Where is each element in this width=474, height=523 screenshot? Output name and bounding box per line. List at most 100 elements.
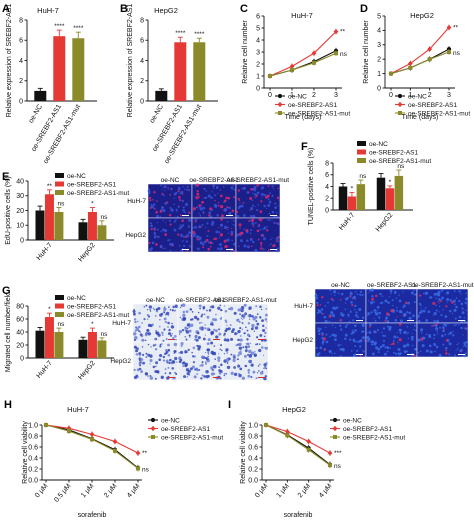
panel-e-cell-dot <box>162 247 164 250</box>
panel-i-legend-label: oe-NC <box>343 417 362 424</box>
panel-e-cell-dot <box>256 229 260 233</box>
panel-g-cell-dot <box>155 361 159 365</box>
panel-f-cell-dot <box>435 345 439 349</box>
panel-f-cell-dot <box>338 293 340 295</box>
panel-e-cell-dot <box>202 246 204 249</box>
panel-g-cell-dot <box>145 352 148 355</box>
panel-f-cell-dot <box>440 314 443 317</box>
panel-g-cell-dot <box>261 319 264 323</box>
panel-f-cell-dot <box>438 302 440 304</box>
panel-g-cell-dot <box>164 320 167 324</box>
panel-e-cell-dot <box>178 191 180 193</box>
panel-g-cell-dot <box>239 326 242 330</box>
panel-f-cell-dot <box>456 348 459 350</box>
panel-g-cell-dot <box>208 328 211 332</box>
panel-g-cell-dot <box>132 332 137 336</box>
panel-e-cell-dot <box>226 228 228 230</box>
panel-g-cell-dot <box>168 361 171 364</box>
panel-g-cell-dot <box>265 308 268 310</box>
panel-e-cell-dot <box>194 220 197 223</box>
panel-e-cell-dot <box>177 206 180 208</box>
panel-b-x-tick-label: oe-NC <box>149 104 165 125</box>
panel-f-cell-dot <box>453 290 456 292</box>
panel-e-cell-dot <box>181 240 184 242</box>
panel-f-cell-dot <box>333 290 337 294</box>
panel-i-y-label: Relative cell viability <box>240 421 247 484</box>
panel-f-image-col-label: oe-NC <box>331 282 350 289</box>
panel-g-cell-dot <box>168 372 172 375</box>
panel-f-bar <box>376 177 386 210</box>
panel-g-cell-dot <box>256 371 259 374</box>
panel-f-cell-dot <box>440 288 444 292</box>
panel-e-cell-dot <box>232 196 235 199</box>
panel-e-cell-dot <box>225 196 228 200</box>
panel-e-cell-dot <box>185 234 190 238</box>
panel-e-cell-dot <box>156 200 158 202</box>
panel-e-cell-dot <box>201 242 205 246</box>
panel-f-cell-dot <box>376 305 380 309</box>
panel-e-cell-dot <box>153 190 156 194</box>
panel-g-cell-dot <box>232 358 236 363</box>
panel-e-cell-dot <box>251 219 254 223</box>
panel-c-y-tick-label: 3 <box>256 49 260 56</box>
panel-f-cell-dot <box>323 315 327 319</box>
panel-g-cell-dot <box>202 307 205 310</box>
panel-g-cell-dot <box>264 331 267 335</box>
panel-i-y-tick-label: 0.2 <box>248 466 258 473</box>
panel-e-cell-dot <box>276 247 279 250</box>
panel-g-cell-dot <box>223 338 227 342</box>
panel-g-cell-dot <box>259 316 262 318</box>
panel-f-cell-dot <box>333 352 336 355</box>
panel-f-cell-dot <box>432 324 436 327</box>
panel-f-cell-dot <box>400 319 403 323</box>
panel-f-letter: F <box>301 141 308 153</box>
panel-e-cell-dot <box>198 225 202 229</box>
panel-f-cell-dot <box>373 301 376 303</box>
panel-f-y-label: TUNEL-positive cells (%) <box>308 148 315 226</box>
panel-g-cell-dot <box>167 348 170 352</box>
panel-f-cell-dot <box>453 324 456 327</box>
panel-c-marker <box>290 68 294 72</box>
panel-f-cell-dot <box>433 319 436 323</box>
panel-e-cell-dot <box>162 209 166 213</box>
panel-e-legend-label: oe-SREBF2-AS1-mut <box>67 190 129 197</box>
panel-h-sig: ** <box>142 450 148 457</box>
panel-f-cell-dot <box>439 300 442 303</box>
panel-i-series-line <box>265 424 331 454</box>
panel-g-cell-dot <box>265 327 267 329</box>
panel-g-cell-dot <box>255 320 258 323</box>
panel-d-marker <box>427 46 433 52</box>
panel-g-cell-dot <box>144 339 147 342</box>
panel-g-cell-dot <box>234 332 238 336</box>
panel-e-cell-dot <box>162 228 165 232</box>
panel-f-cell-dot <box>387 301 390 304</box>
panel-g-cell-dot <box>165 311 170 316</box>
panel-e-cell-dot <box>250 214 253 218</box>
panel-g-cell-dot <box>240 309 243 311</box>
panel-f-cell-dot <box>402 344 407 348</box>
panel-g-cell-dot <box>155 365 157 368</box>
panel-f-cell-dot <box>346 324 349 326</box>
panel-g-cell-dot <box>243 332 246 335</box>
panel-g-cell-dot <box>204 324 206 326</box>
panel-g-cell-dot <box>159 319 161 321</box>
panel-f-cell-dot <box>352 330 355 334</box>
panel-f-cell-dot <box>371 352 375 356</box>
panel-f-cell-dot <box>455 305 458 309</box>
panel-g-cell-dot <box>195 338 199 342</box>
panel-e-cell-dot <box>211 222 214 226</box>
panel-g-cell-dot <box>249 342 252 344</box>
panel-e-cell-dot <box>195 183 200 187</box>
panel-i-legend-label: oe-SREBF2-AS1 <box>343 426 393 433</box>
panel-f-cell-dot <box>395 309 398 312</box>
panel-e-cell-dot <box>156 228 159 231</box>
panel-f-cell-dot <box>465 341 468 344</box>
panel-g-cell-dot <box>181 303 186 307</box>
panel-h-y-tick-label: 0.4 <box>28 455 38 462</box>
panel-e-cell-dot <box>180 233 183 237</box>
panel-i-letter: I <box>228 399 231 411</box>
panel-e-cell-dot <box>271 210 275 214</box>
panel-g-cell-dot <box>200 363 204 367</box>
panel-e-cell-dot <box>239 227 241 229</box>
panel-g-cell-dot <box>240 305 245 310</box>
